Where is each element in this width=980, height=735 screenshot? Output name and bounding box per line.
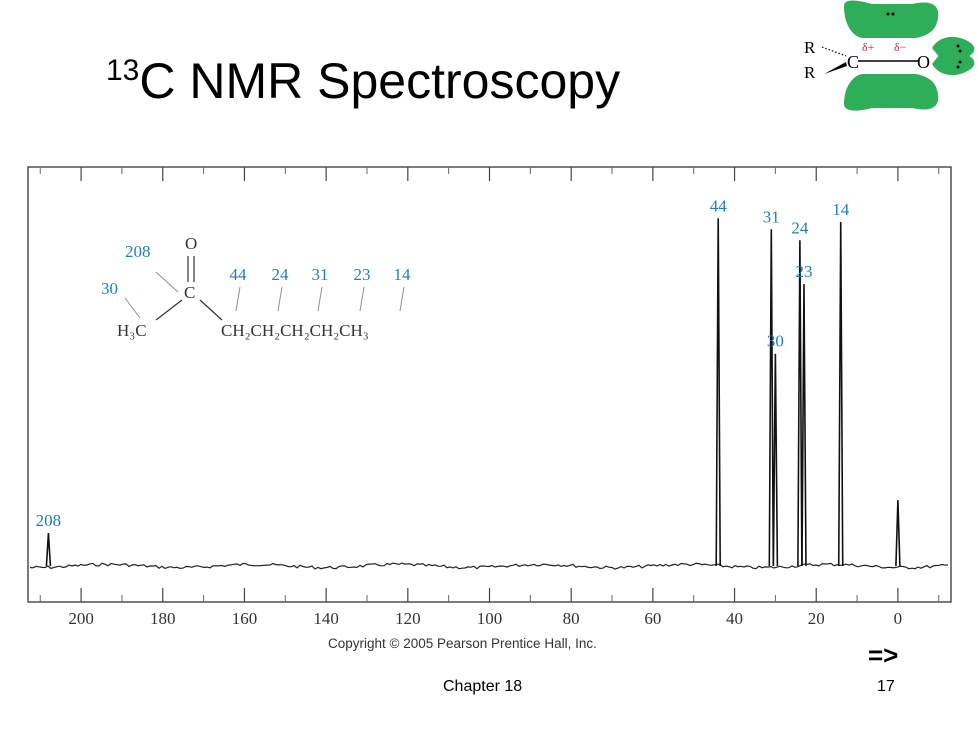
chain-label-pointer	[317, 286, 323, 312]
peak-label-14: 14	[832, 200, 850, 219]
structure-carbonyl-carbon: C	[184, 283, 195, 302]
right-lobe-top	[932, 36, 975, 58]
peak-labels: 208 44 31 30 24 23 14	[36, 196, 850, 530]
chain-label-14: 14	[394, 265, 412, 284]
carbonyl-orbital-logo: R R C O δ+ δ−	[804, 0, 975, 111]
structure-label-208: 208	[125, 242, 151, 261]
peak-label-31: 31	[763, 207, 780, 226]
logo-oxygen: O	[917, 52, 930, 72]
chain-label-pointer	[359, 286, 365, 312]
peak-44	[715, 218, 722, 567]
peak-14	[837, 221, 844, 567]
top-ticks	[39, 167, 940, 181]
plot-frame	[27, 166, 952, 603]
peak-label-44: 44	[710, 196, 728, 215]
footer-chapter: Chapter 18	[443, 678, 523, 695]
tick-label-100: 100	[477, 609, 503, 628]
chain-labels: 44 24 31 23 14	[230, 265, 412, 312]
tick-label-20: 20	[808, 609, 825, 628]
x-axis-tick-labels: 200 180 160 140 120 100 80 60 40 20 0	[68, 609, 902, 628]
chain-label-23: 23	[354, 265, 371, 284]
peak-0	[895, 500, 901, 567]
spectrum-peaks	[45, 218, 901, 567]
slide-title: 13C NMR Spectroscopy	[106, 52, 620, 110]
structure-chain: CH₂CH₂CH₂CH₂CH₃	[221, 321, 369, 340]
logo-r-bottom: R	[804, 63, 816, 82]
tick-label-120: 120	[395, 609, 421, 628]
tick-label-40: 40	[726, 609, 743, 628]
peak-31	[768, 229, 775, 567]
chain-label-pointer	[277, 286, 283, 312]
molecule-structure: O C H₃C CH₂CH₂CH₂CH₂CH₃ 208 30 44 24 31 23 1…	[101, 234, 411, 340]
logo-carbon: C	[847, 52, 859, 72]
tick-label-200: 200	[68, 609, 94, 628]
tick-label-180: 180	[150, 609, 176, 628]
tick-label-0: 0	[894, 609, 903, 628]
next-slide-arrow[interactable]: =>	[868, 640, 899, 670]
peak-30	[772, 353, 779, 567]
peak-24	[797, 240, 803, 567]
chain-label-pointer	[399, 286, 405, 312]
upper-lobe	[844, 0, 939, 38]
spectrum-baseline	[29, 562, 949, 570]
bottom-ticks	[39, 588, 940, 602]
peak-label-30: 30	[767, 332, 784, 351]
chain-label-pointer	[235, 286, 241, 312]
structure-label-30: 30	[101, 279, 118, 298]
page-number: 17	[877, 678, 895, 695]
chain-label-24: 24	[272, 265, 290, 284]
chain-label-31: 31	[312, 265, 329, 284]
right-lobe-bottom	[932, 54, 975, 76]
lower-lobe	[844, 74, 939, 111]
logo-delta-minus: δ−	[894, 40, 907, 54]
logo-r-top: R	[804, 38, 816, 57]
nmr-spectrum-chart: 200 180 160 140 120 100 80 60 40 20 0 208443130242…	[27, 166, 952, 628]
peak-label-24: 24	[791, 218, 809, 237]
tick-label-60: 60	[644, 609, 661, 628]
title-text: C NMR Spectroscopy	[139, 53, 621, 109]
tick-label-160: 160	[232, 609, 258, 628]
chain-label-44: 44	[230, 265, 248, 284]
peak-label-208: 208	[36, 511, 62, 530]
peak-23	[801, 284, 807, 567]
peak-208	[45, 533, 52, 567]
title-superscript: 13	[106, 54, 140, 87]
logo-delta-plus: δ+	[862, 40, 875, 54]
copyright-notice: Copyright © 2005 Pearson Prentice Hall, …	[328, 636, 597, 651]
structure-oxygen: O	[185, 234, 197, 253]
structure-methyl: H₃C	[117, 321, 147, 340]
tick-label-140: 140	[313, 609, 339, 628]
tick-label-80: 80	[563, 609, 580, 628]
peak-label-23: 23	[795, 262, 812, 281]
